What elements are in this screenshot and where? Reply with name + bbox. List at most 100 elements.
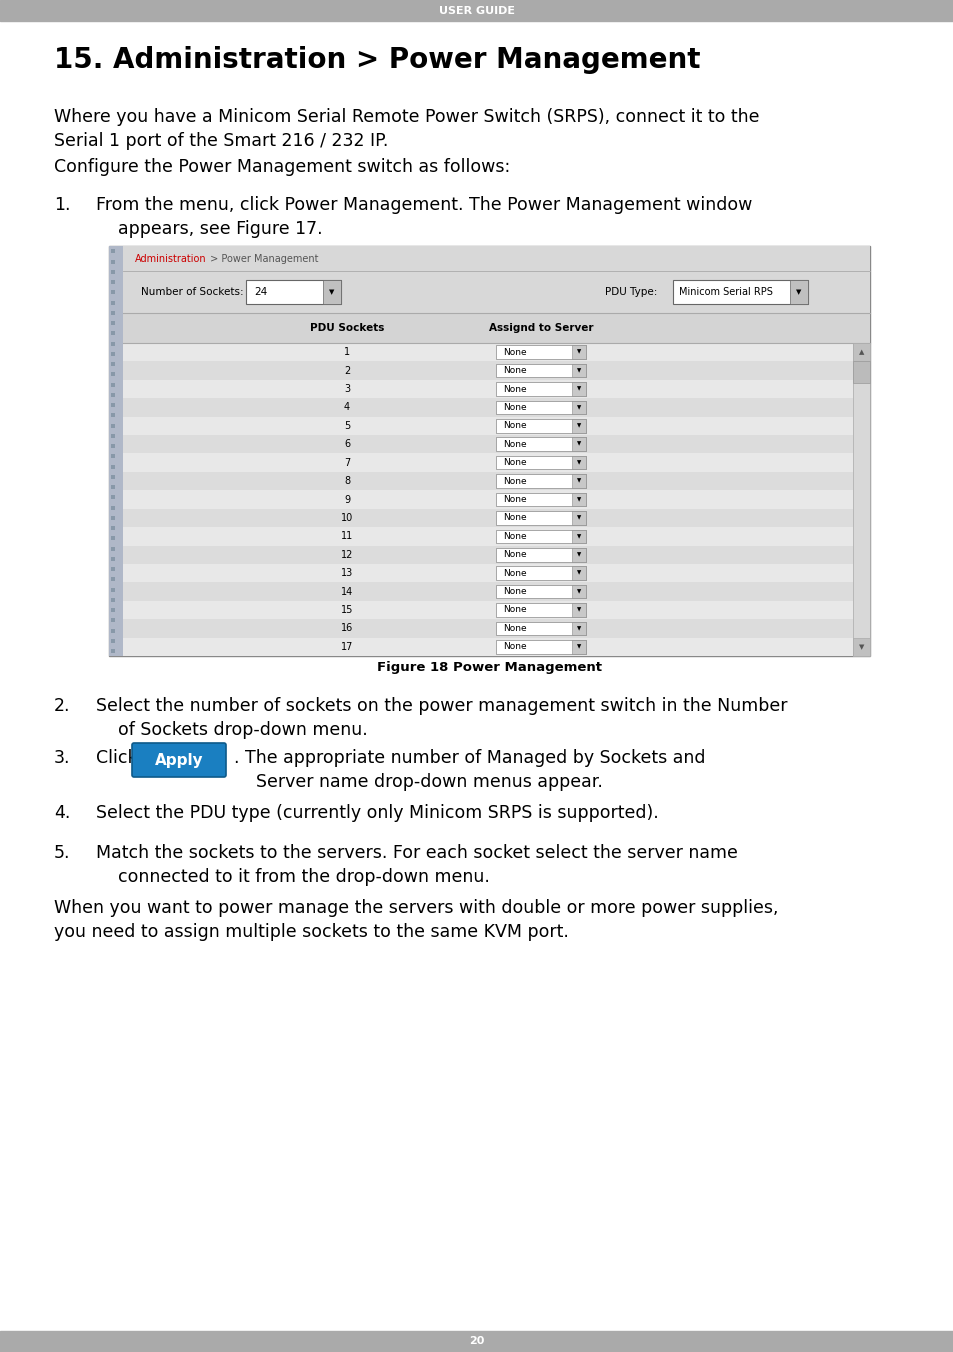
- Text: 16: 16: [340, 623, 353, 633]
- Bar: [496, 639, 586, 653]
- Text: 3.: 3.: [54, 749, 71, 767]
- Bar: [496, 511, 586, 525]
- Bar: [572, 530, 586, 544]
- Text: None: None: [503, 458, 526, 468]
- Text: ▼: ▼: [329, 289, 335, 295]
- Text: None: None: [503, 439, 526, 449]
- Bar: [572, 383, 586, 396]
- Text: 3: 3: [344, 384, 350, 393]
- Text: Minicom Serial RPS: Minicom Serial RPS: [679, 287, 772, 297]
- Text: ▼: ▼: [858, 644, 863, 650]
- Bar: [496, 530, 586, 544]
- Bar: [572, 639, 586, 653]
- Text: 4.: 4.: [54, 804, 71, 822]
- Bar: [123, 435, 852, 453]
- Bar: [496, 400, 586, 414]
- Bar: [572, 492, 586, 506]
- Text: None: None: [503, 477, 526, 485]
- Bar: [572, 400, 586, 414]
- Text: 5: 5: [344, 420, 350, 431]
- Bar: [123, 453, 852, 472]
- Bar: [111, 270, 115, 273]
- Text: Click: Click: [96, 749, 143, 767]
- Bar: [123, 508, 852, 527]
- Text: Assignd to Server: Assignd to Server: [489, 323, 593, 333]
- Bar: [123, 246, 869, 270]
- Text: None: None: [503, 514, 526, 522]
- Text: PDU Sockets: PDU Sockets: [310, 323, 384, 333]
- Text: None: None: [503, 366, 526, 375]
- Bar: [572, 603, 586, 617]
- Text: Configure the Power Management switch as follows:: Configure the Power Management switch as…: [54, 158, 510, 176]
- Text: 7: 7: [344, 458, 350, 468]
- Bar: [109, 246, 123, 656]
- Text: 6: 6: [344, 439, 350, 449]
- Text: From the menu, click Power Management. The Power Management window
    appears, : From the menu, click Power Management. T…: [96, 196, 752, 238]
- Bar: [111, 423, 115, 427]
- Bar: [111, 465, 115, 469]
- Text: 13: 13: [340, 568, 353, 579]
- Text: > Power Management: > Power Management: [207, 254, 318, 264]
- Bar: [111, 566, 115, 571]
- Bar: [0, 1330, 953, 1352]
- Text: 12: 12: [340, 550, 353, 560]
- Text: Administration: Administration: [135, 254, 207, 264]
- Bar: [111, 443, 115, 448]
- Bar: [111, 475, 115, 479]
- Bar: [111, 506, 115, 510]
- Text: Number of Sockets:: Number of Sockets:: [141, 287, 243, 297]
- Text: None: None: [503, 569, 526, 577]
- Text: USER GUIDE: USER GUIDE: [438, 5, 515, 15]
- Bar: [111, 515, 115, 519]
- Bar: [111, 383, 115, 387]
- Bar: [323, 280, 340, 304]
- Text: None: None: [503, 587, 526, 596]
- Bar: [496, 585, 586, 599]
- Bar: [111, 280, 115, 284]
- Bar: [111, 300, 115, 304]
- Bar: [672, 280, 807, 304]
- Bar: [496, 622, 586, 635]
- Text: 2.: 2.: [54, 698, 71, 715]
- Text: ▼: ▼: [577, 479, 580, 484]
- Bar: [111, 414, 115, 418]
- Bar: [572, 511, 586, 525]
- Bar: [852, 343, 869, 361]
- Bar: [111, 495, 115, 499]
- Text: 4: 4: [344, 403, 350, 412]
- Bar: [496, 383, 586, 396]
- Bar: [496, 475, 586, 488]
- Bar: [572, 475, 586, 488]
- Bar: [496, 456, 586, 469]
- Text: Match the sockets to the servers. For each socket select the server name
    con: Match the sockets to the servers. For ea…: [96, 844, 737, 887]
- Text: ▼: ▼: [577, 387, 580, 392]
- Bar: [111, 629, 115, 633]
- Text: None: None: [503, 531, 526, 541]
- Text: None: None: [503, 606, 526, 614]
- Bar: [496, 548, 586, 561]
- Text: 1.: 1.: [54, 196, 71, 214]
- Bar: [111, 649, 115, 653]
- Text: None: None: [503, 642, 526, 652]
- Text: When you want to power manage the servers with double or more power supplies,
yo: When you want to power manage the server…: [54, 899, 778, 941]
- Text: None: None: [503, 623, 526, 633]
- Text: 14: 14: [340, 587, 353, 596]
- Bar: [111, 260, 115, 264]
- Bar: [111, 608, 115, 612]
- Bar: [111, 618, 115, 622]
- Text: None: None: [503, 347, 526, 357]
- Bar: [123, 564, 852, 583]
- Text: ▼: ▼: [577, 607, 580, 612]
- Bar: [123, 314, 869, 343]
- Text: ▼: ▼: [577, 442, 580, 446]
- Bar: [572, 345, 586, 360]
- Text: PDU Type:: PDU Type:: [604, 287, 657, 297]
- Bar: [111, 454, 115, 458]
- Bar: [496, 419, 586, 433]
- Bar: [852, 343, 869, 656]
- Bar: [111, 320, 115, 324]
- Text: 10: 10: [340, 512, 353, 523]
- Bar: [111, 526, 115, 530]
- Bar: [123, 361, 852, 380]
- Text: ▼: ▼: [577, 515, 580, 521]
